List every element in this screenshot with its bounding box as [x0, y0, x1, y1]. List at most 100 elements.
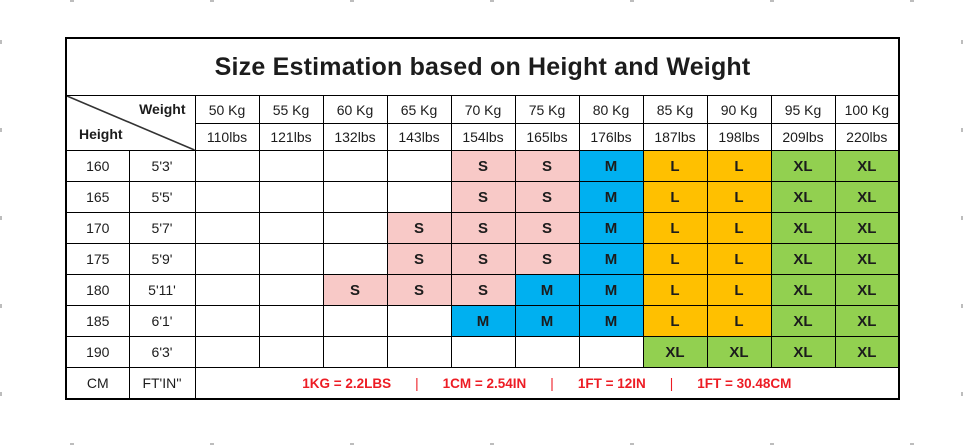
size-cell: XL — [770, 336, 836, 368]
size-cell — [258, 274, 324, 306]
size-cell — [194, 150, 260, 182]
size-cell: XL — [834, 150, 900, 182]
ftin-unit-label: FT'IN'' — [128, 367, 196, 400]
size-cell: S — [450, 150, 516, 182]
size-cell: L — [642, 305, 708, 337]
size-cell: XL — [770, 274, 836, 306]
size-cell: L — [642, 274, 708, 306]
height-cm-cell: 170 — [65, 212, 130, 244]
size-cell: XL — [770, 150, 836, 182]
size-cell: L — [706, 243, 772, 275]
page-break-marks-left — [0, 40, 2, 445]
size-cell: S — [450, 212, 516, 244]
conversion-notes: 1KG = 2.2LBS | 1CM = 2.54IN | 1FT = 12IN… — [194, 367, 900, 400]
size-cell: XL — [834, 336, 900, 368]
page-break-marks-top — [70, 0, 963, 2]
size-cell: M — [578, 212, 644, 244]
size-cell: XL — [770, 212, 836, 244]
size-cell: M — [578, 274, 644, 306]
weight-header-cell: 60 Kg — [322, 95, 388, 124]
size-cell: S — [450, 243, 516, 275]
corner-cell: Weight Height — [65, 95, 196, 151]
size-cell: XL — [834, 243, 900, 275]
size-cell — [194, 243, 260, 275]
size-cell — [386, 336, 452, 368]
lbs-header-cell: 154lbs — [450, 123, 516, 151]
height-ftin-cell: 6'1' — [128, 305, 196, 337]
size-cell — [386, 305, 452, 337]
size-cell — [514, 336, 580, 368]
table-row: 165 5'5' S S M L L XL XL — [65, 181, 900, 213]
height-cm-cell: 175 — [65, 243, 130, 275]
table-row: 185 6'1' M M M L L XL XL — [65, 305, 900, 337]
height-cm-cell: 180 — [65, 274, 130, 306]
table-row: 180 5'11' S S S M M L L XL XL — [65, 274, 900, 306]
cm-unit-label: CM — [65, 367, 130, 400]
conversion-note: 1FT = 30.48CM — [697, 375, 792, 391]
weight-axis-label: Weight — [139, 101, 186, 117]
size-cell — [322, 243, 388, 275]
size-cell — [322, 305, 388, 337]
size-cell — [258, 336, 324, 368]
size-cell: XL — [834, 181, 900, 213]
height-ftin-cell: 5'5' — [128, 181, 196, 213]
table-row: 190 6'3' XL XL XL XL — [65, 336, 900, 368]
size-cell: M — [578, 243, 644, 275]
lbs-header-cell: 165lbs — [514, 123, 580, 151]
size-cell — [322, 336, 388, 368]
title-row: Size Estimation based on Height and Weig… — [65, 37, 900, 96]
height-ftin-cell: 5'7' — [128, 212, 196, 244]
weight-header-cell: 100 Kg — [834, 95, 900, 124]
lbs-header-cell: 220lbs — [834, 123, 900, 151]
size-cell — [258, 305, 324, 337]
weight-header-cell: 80 Kg — [578, 95, 644, 124]
separator: | — [415, 375, 419, 391]
lbs-header-cell: 176lbs — [578, 123, 644, 151]
conversion-note: 1CM = 2.54IN — [442, 375, 527, 391]
size-cell: XL — [834, 274, 900, 306]
lbs-header-cell: 132lbs — [322, 123, 388, 151]
size-cell: XL — [642, 336, 708, 368]
height-cm-cell: 160 — [65, 150, 130, 182]
height-ftin-cell: 5'3' — [128, 150, 196, 182]
size-cell — [194, 212, 260, 244]
table-row: 170 5'7' S S S M L L XL XL — [65, 212, 900, 244]
size-cell — [194, 274, 260, 306]
height-ftin-cell: 5'9' — [128, 243, 196, 275]
separator: | — [669, 375, 674, 391]
size-cell: XL — [706, 336, 772, 368]
height-ftin-cell: 5'11' — [128, 274, 196, 306]
size-cell: L — [706, 212, 772, 244]
size-cell: M — [578, 150, 644, 182]
conversion-note: 1KG = 2.2LBS — [302, 375, 392, 391]
weight-header-cell: 55 Kg — [258, 95, 324, 124]
lbs-header-cell: 110lbs — [194, 123, 260, 151]
size-cell: S — [450, 181, 516, 213]
size-cell: S — [514, 150, 580, 182]
size-cell: L — [642, 212, 708, 244]
height-cm-cell: 185 — [65, 305, 130, 337]
size-cell: M — [450, 305, 516, 337]
size-cell — [194, 181, 260, 213]
size-cell: S — [450, 274, 516, 306]
size-cell: S — [386, 274, 452, 306]
weight-header-cell: 50 Kg — [194, 95, 260, 124]
size-cell: L — [642, 181, 708, 213]
height-cm-cell: 165 — [65, 181, 130, 213]
size-cell: S — [514, 212, 580, 244]
size-cell: S — [386, 212, 452, 244]
size-cell: M — [578, 181, 644, 213]
size-cell: M — [514, 274, 580, 306]
table-row: 160 5'3' S S M L L XL XL — [65, 150, 900, 182]
size-cell — [194, 336, 260, 368]
weight-header-cell: 75 Kg — [514, 95, 580, 124]
weight-lbs-header-row: 110lbs 121lbs 132lbs 143lbs 154lbs 165lb… — [66, 123, 900, 151]
size-cell: M — [514, 305, 580, 337]
units-footer-row: CM FT'IN'' 1KG = 2.2LBS | 1CM = 2.54IN |… — [65, 367, 900, 400]
height-axis-label: Height — [79, 126, 123, 142]
chart-title: Size Estimation based on Height and Weig… — [65, 37, 900, 96]
diagonal-divider-line — [67, 96, 195, 150]
size-cell — [258, 181, 324, 213]
size-cell: L — [706, 305, 772, 337]
